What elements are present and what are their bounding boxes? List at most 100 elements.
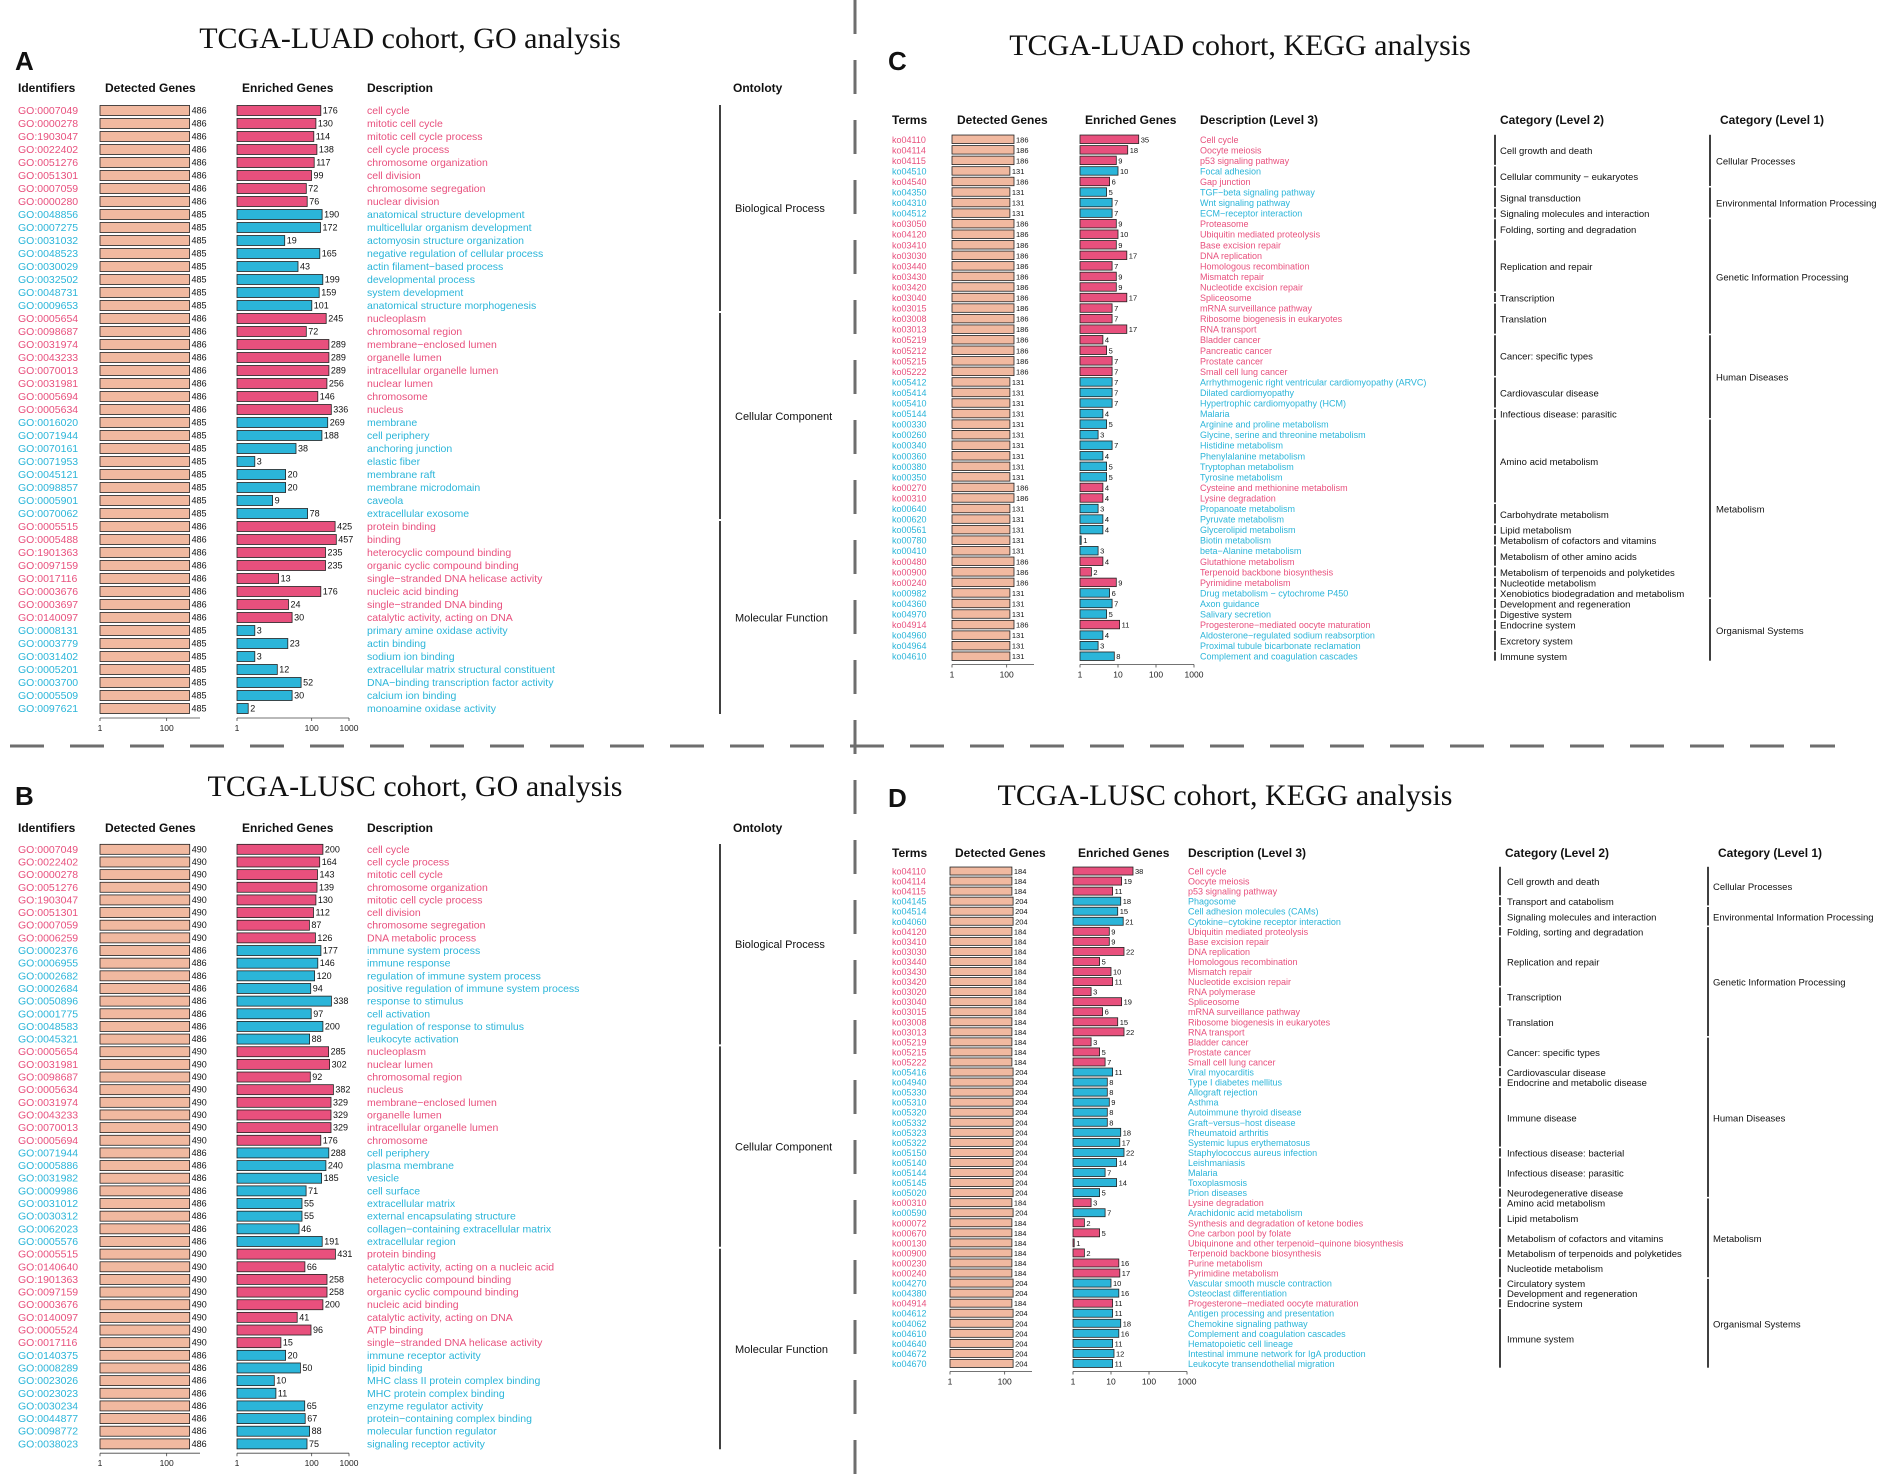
detected-genes-value: 204: [1015, 1279, 1028, 1288]
enriched-genes-value: 302: [332, 1059, 347, 1069]
enriched-genes-value: 8: [1116, 652, 1120, 661]
enriched-genes-bar: [1072, 1047, 1101, 1057]
category-level2-label: Development and regeneration: [1500, 599, 1630, 610]
term-id: GO:0003700: [18, 677, 78, 689]
term-id: GO:0070013: [18, 1122, 78, 1134]
term-description: cell periphery: [367, 430, 430, 442]
detected-genes-bar: [951, 219, 1015, 229]
enriched-genes-bar: [236, 261, 299, 272]
column-header: Description: [367, 81, 433, 95]
enriched-tick-label: 100: [305, 723, 319, 733]
term-id: ko04610: [892, 1329, 927, 1339]
detected-genes-bar: [949, 916, 1014, 926]
detected-genes-bar: [99, 869, 191, 881]
column-header: Description (Level 3): [1188, 846, 1306, 860]
enriched-genes-value: 1: [1083, 536, 1087, 545]
enriched-genes-bar: [1079, 546, 1099, 556]
enriched-genes-bar: [1079, 567, 1092, 577]
category-level2-label: Folding, sorting and degradation: [1500, 225, 1636, 236]
enriched-genes-bar: [1072, 1349, 1115, 1358]
category-level2-label: Development and regeneration: [1507, 1289, 1637, 1300]
term-id: GO:0005654: [18, 313, 78, 325]
enriched-genes-value: 199: [325, 275, 340, 285]
category-level1-label: Organismal Systems: [1713, 1319, 1801, 1330]
term-id: GO:0051301: [18, 170, 78, 182]
detected-genes-value: 486: [192, 184, 207, 194]
detected-genes-value: 486: [192, 613, 207, 623]
detected-genes-bar: [949, 1218, 1013, 1228]
detected-genes-value: 485: [192, 210, 207, 220]
term-id: ko05212: [892, 346, 927, 356]
detected-genes-value: 184: [1014, 1269, 1027, 1278]
detected-genes-bar: [951, 166, 1011, 176]
term-id: ko00900: [892, 567, 927, 577]
enriched-genes-value: 22: [1126, 947, 1134, 956]
panel-label: B: [15, 781, 34, 811]
detected-genes-bar: [99, 612, 190, 623]
term-description: Base excision repair: [1188, 937, 1269, 947]
detected-genes-value: 486: [192, 392, 207, 402]
detected-genes-value: 490: [192, 1110, 207, 1120]
enriched-genes-value: 200: [325, 1300, 340, 1310]
detected-genes-value: 186: [1016, 346, 1029, 355]
term-id: ko00561: [892, 525, 927, 535]
term-description: Allograft rejection: [1188, 1088, 1258, 1098]
category-level2-label: Neurodegenerative disease: [1507, 1189, 1623, 1200]
category-level2-label: Transport and catabolism: [1507, 897, 1614, 908]
detected-genes-value: 184: [1014, 947, 1027, 956]
enriched-genes-value: 11: [1115, 887, 1123, 896]
enriched-genes-value: 5: [1102, 957, 1106, 966]
detected-genes-value: 131: [1012, 388, 1025, 397]
term-id: ko05215: [892, 1047, 927, 1057]
term-description: Salivary secretion: [1200, 610, 1271, 620]
term-description: Asthma: [1188, 1098, 1219, 1108]
detected-genes-value: 490: [192, 1059, 207, 1069]
term-description: Ubiquitin mediated proteolysis: [1188, 927, 1309, 937]
detected-genes-bar: [951, 440, 1011, 450]
enriched-genes-bar: [236, 1324, 312, 1336]
term-description: Progesterone−mediated oocyte maturation: [1188, 1299, 1358, 1309]
term-description: Nucleotide excision repair: [1188, 977, 1291, 987]
panel-label: C: [888, 46, 907, 76]
detected-genes-bar: [99, 1324, 191, 1336]
term-id: GO:0005901: [18, 495, 78, 507]
detected-genes-value: 186: [1016, 357, 1029, 366]
enriched-genes-value: 172: [323, 223, 338, 233]
detected-genes-value: 186: [1016, 557, 1029, 566]
detected-genes-value: 186: [1016, 483, 1029, 492]
detected-genes-bar: [949, 876, 1013, 886]
term-description: Base excision repair: [1200, 240, 1281, 250]
detected-genes-value: 490: [192, 1325, 207, 1335]
term-id: GO:0002684: [18, 983, 78, 995]
enriched-genes-bar: [236, 495, 273, 506]
detected-genes-value: 204: [1015, 1359, 1028, 1368]
term-description: intracellular organelle lumen: [367, 365, 498, 377]
enriched-genes-bar: [236, 1058, 330, 1070]
term-description: extracellular region: [367, 1236, 456, 1248]
detected-genes-value: 204: [1015, 907, 1028, 916]
term-description: Hypertrophic cardiomyopathy (HCM): [1200, 399, 1346, 409]
term-id: GO:0045321: [18, 1034, 78, 1046]
detected-genes-value: 131: [1012, 410, 1025, 419]
term-description: nuclear lumen: [367, 1059, 433, 1071]
detected-genes-bar: [99, 1261, 191, 1273]
enriched-genes-bar: [1079, 514, 1104, 524]
detected-genes-bar: [99, 1198, 190, 1209]
detected-genes-bar: [951, 546, 1011, 556]
enriched-genes-value: 17: [1129, 325, 1137, 334]
term-id: GO:0002376: [18, 945, 78, 957]
detected-genes-value: 486: [192, 522, 207, 532]
term-description: Bladder cancer: [1200, 335, 1261, 345]
detected-genes-bar: [951, 356, 1015, 366]
term-id: ko00480: [892, 557, 927, 567]
enriched-genes-bar: [1072, 1168, 1106, 1177]
term-description: monoamine oxidase activity: [367, 703, 497, 715]
term-id: ko04145: [892, 897, 927, 907]
term-description: organelle lumen: [367, 352, 442, 364]
enriched-genes-bar: [236, 1438, 308, 1450]
category-level2-label: Cell growth and death: [1500, 146, 1592, 157]
term-description: heterocyclic compound binding: [367, 547, 511, 559]
enriched-genes-value: 235: [328, 561, 343, 571]
enriched-genes-bar: [1072, 1007, 1104, 1017]
detected-genes-bar: [949, 926, 1013, 936]
